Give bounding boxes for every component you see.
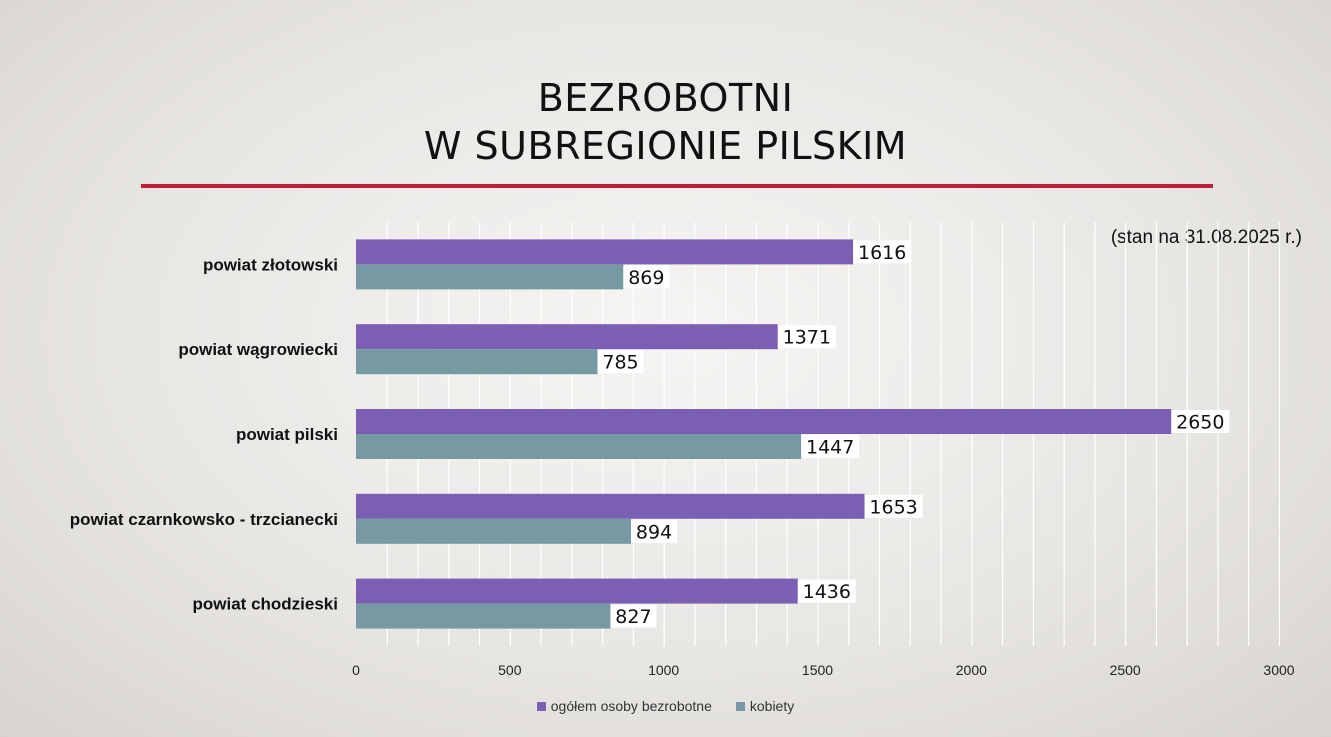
bar-women: [356, 349, 598, 375]
bar-total: [356, 324, 778, 350]
title-divider: [141, 184, 1213, 188]
legend-swatch: [735, 702, 745, 711]
category-label: powiat chodzieski: [193, 595, 338, 614]
bar-total: [356, 493, 865, 519]
data-label-bg: [631, 519, 678, 543]
data-label-bg: [777, 325, 836, 349]
data-label: 2650: [1176, 412, 1224, 434]
data-label-bg: [801, 435, 860, 458]
legend-swatch: [536, 702, 546, 711]
data-label: 1436: [803, 581, 851, 603]
bar-women: [356, 518, 632, 544]
x-tick-label: 1500: [802, 662, 833, 678]
data-label-bg: [1171, 410, 1230, 433]
bar-women: [356, 264, 624, 290]
legend-item: kobiety: [735, 698, 795, 714]
data-label-bg: [853, 240, 912, 264]
data-label-bg: [864, 494, 923, 518]
x-tick-label: 0: [352, 662, 360, 678]
data-label: 785: [602, 352, 638, 374]
category-label: powiat czarnkowsko - trzcianecki: [70, 510, 338, 529]
legend-item: ogółem osoby bezrobotne: [536, 698, 712, 714]
data-label: 1616: [858, 242, 906, 264]
title-line-2: W SUBREGIONIE PILSKIM: [423, 124, 908, 168]
data-label: 1653: [869, 496, 917, 518]
data-label-bg: [610, 604, 657, 628]
x-tick-label: 1000: [648, 662, 679, 678]
x-tick-label: 3000: [1263, 662, 1294, 678]
data-label-bg: [797, 579, 856, 603]
bar-total: [356, 409, 1172, 434]
title-line-1: BEZROBOTNI: [537, 76, 794, 120]
data-label-bg: [623, 265, 670, 289]
date-note: (stan na 31.08.2025 r.): [1110, 227, 1302, 248]
bar-total: [356, 239, 854, 265]
category-label: powiat złotowski: [203, 255, 338, 274]
data-label: 894: [636, 521, 672, 543]
bar-total: [356, 578, 798, 604]
data-label: 1371: [783, 327, 831, 349]
x-tick-label: 2500: [1110, 662, 1141, 678]
slide-title: BEZROBOTNI W SUBREGIONIE PILSKIM: [0, 74, 1331, 170]
legend-label: ogółem osoby bezrobotne: [550, 698, 712, 714]
bar-women: [356, 434, 802, 459]
data-label: 827: [615, 606, 651, 628]
data-label-bg: [597, 350, 644, 374]
legend-label: kobiety: [749, 698, 795, 714]
x-tick-label: 500: [498, 662, 522, 678]
data-label: 869: [628, 267, 664, 289]
bar-women: [356, 603, 611, 629]
category-label: powiat wągrowiecki: [178, 340, 338, 359]
x-tick-label: 2000: [956, 662, 987, 678]
data-label: 1447: [806, 437, 854, 459]
category-label: powiat pilski: [236, 425, 338, 444]
chart-legend: ogółem osoby bezrobotne kobiety: [0, 698, 1331, 714]
